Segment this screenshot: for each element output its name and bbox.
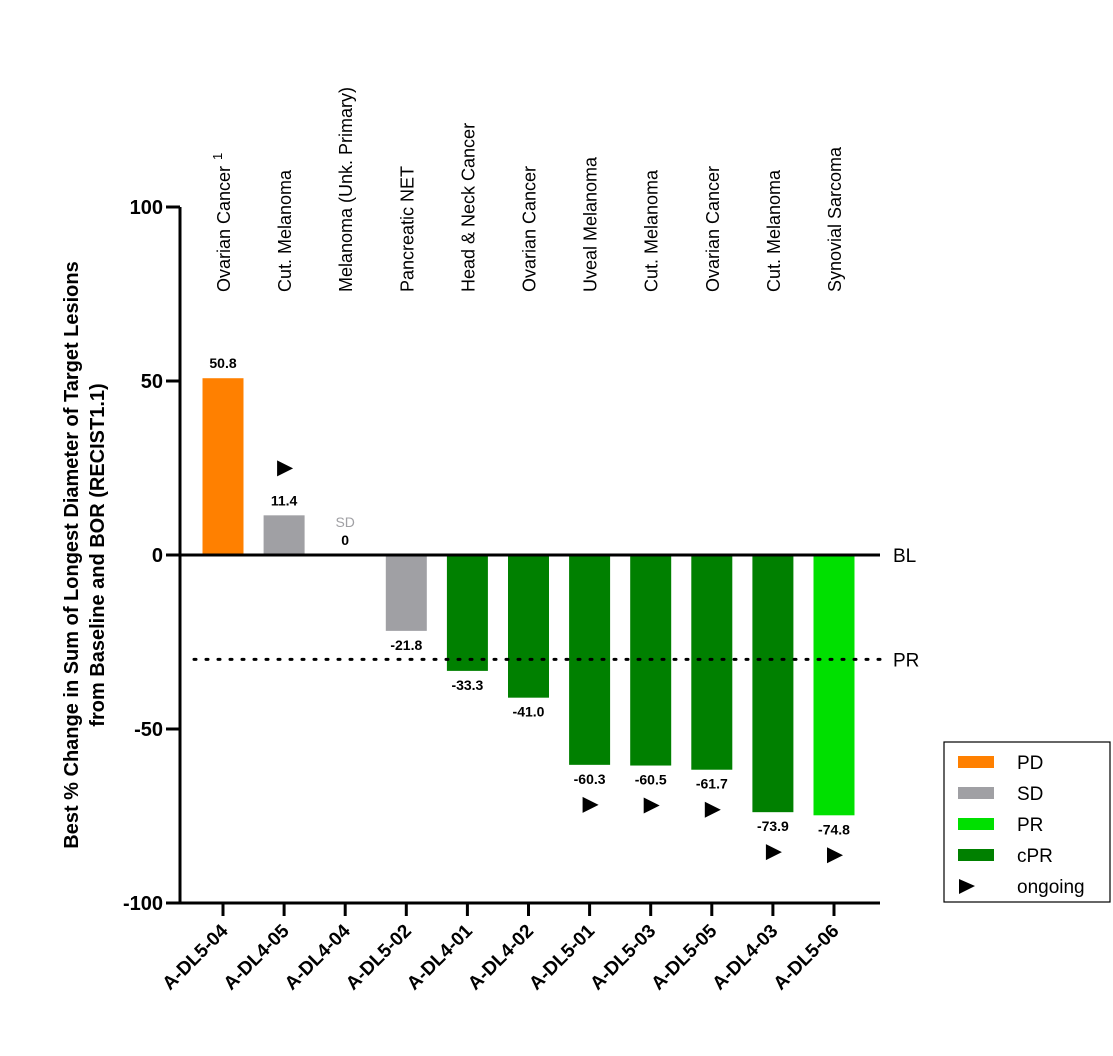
data-label: 11.4 [271,492,298,508]
bar [446,555,488,671]
tumor-type-label: Ovarian Cancer [703,166,723,292]
data-label: 50.8 [209,355,236,371]
data-label: -21.8 [390,637,422,653]
legend-label: PR [1017,815,1043,836]
y-axis-title-line1: Best % Change in Sum of Longest Diameter… [61,261,83,849]
data-label: -74.8 [818,821,850,837]
legend-swatch-sd [958,787,994,799]
x-tick-label: A-DL5-05 [648,920,722,994]
data-label: -73.9 [757,818,789,834]
y-tick-label: 0 [152,545,163,567]
data-label: -33.3 [451,677,483,693]
bar [202,378,244,555]
data-label: -60.5 [635,772,667,788]
ongoing-marker [277,460,294,477]
pr-threshold-label: PR [893,650,919,671]
x-tick-label: A-DL4-04 [281,920,355,994]
x-tick-label: A-DL5-06 [770,921,844,995]
x-tick-label: A-DL4-02 [464,921,538,995]
legend-label: SD [1017,784,1043,805]
data-label: -41.0 [513,704,545,720]
y-tick-label: -50 [134,719,163,741]
x-tick-label: A-DL4-03 [709,921,783,995]
tumor-type-superscript: 1 [210,153,225,160]
legend: PD SD PR cPR ongoing [943,741,1111,903]
bar [813,555,855,816]
bar [508,555,549,698]
legend-label: ongoing [1017,877,1085,898]
tumor-type-label: Cut. Melanoma [642,169,662,292]
legend-swatch-pd [958,756,994,768]
ongoing-marker [582,796,599,813]
x-tick-label: A-DL5-01 [525,920,599,994]
tumor-type-label: Melanoma (Unk. Primary) [336,87,356,292]
bar [263,515,305,555]
tumor-type-label: Head & Neck Cancer [458,123,478,292]
tumor-type-label: Ovarian Cancer [520,166,540,292]
legend-label: PD [1017,753,1043,774]
bar [385,555,427,631]
x-tick-label: A-DL4-01 [403,920,477,994]
tumor-type-label: Pancreatic NET [397,166,417,292]
legend-label: cPR [1017,846,1053,867]
legend-marker-ongoing [959,879,975,894]
x-tick-label: A-DL4-05 [220,920,294,994]
legend-swatch-pr [958,818,994,830]
ongoing-marker [765,844,782,861]
data-label: -60.3 [574,771,606,787]
tumor-type-label: Synovial Sarcoma [825,146,845,292]
x-tick-label: A-DL5-04 [159,920,233,994]
tumor-type-label: Cut. Melanoma [275,169,295,292]
tumor-type-label: Cut. Melanoma [764,169,784,292]
y-tick-label: 50 [141,371,163,393]
tumor-type-label: Ovarian Cancer1 [210,153,234,292]
data-label: 0 [341,532,349,548]
ongoing-marker [704,801,721,818]
bar-annotation: SD [335,514,354,530]
data-label: -61.7 [696,776,728,792]
ongoing-marker [827,847,843,864]
bar [691,555,733,770]
y-tick-label: 100 [130,197,163,219]
ongoing-marker [643,797,660,814]
baseline-label: BL [893,546,916,567]
legend-swatch-cpr [958,849,994,861]
bar [752,555,794,813]
y-axis-title-line2: from Baseline and BOR (RECIST1.1) [87,383,109,726]
x-tick-label: A-DL5-03 [586,921,660,995]
y-tick-label: -100 [123,893,163,915]
x-tick-label: A-DL5-02 [342,921,416,995]
tumor-type-label: Uveal Melanoma [581,156,601,292]
